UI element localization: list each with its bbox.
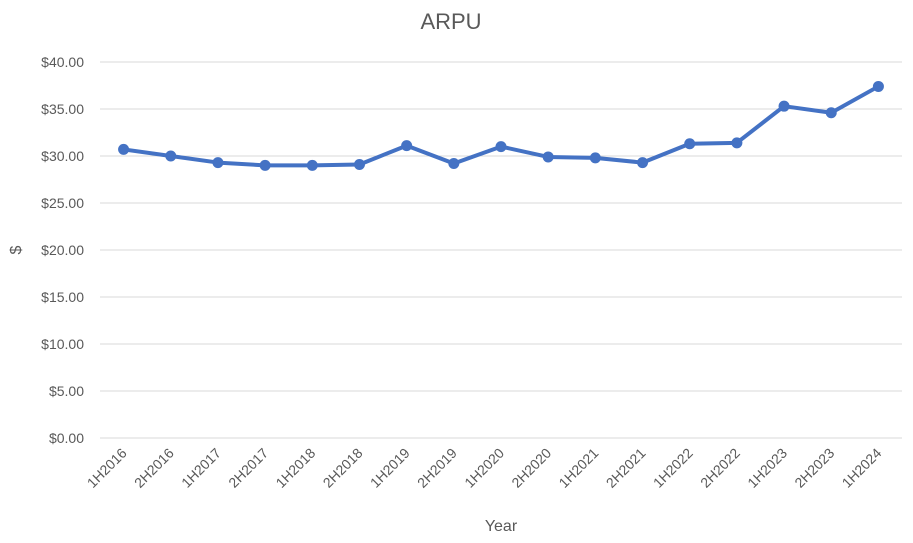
- x-tick-label: 1H2023: [744, 445, 790, 491]
- gridlines: [100, 61, 902, 439]
- series-line: [121, 84, 881, 168]
- data-point: [684, 138, 696, 150]
- x-tick-label: 1H2018: [272, 445, 318, 491]
- x-tick-label: 1H2024: [839, 445, 885, 491]
- x-axis-ticks: 1H2016 2H2016 1H2017 2H2017 1H2018 2H2018 1H20…: [84, 445, 885, 491]
- y-tick-label: $10.00: [41, 336, 84, 352]
- x-tick-label: 2H2019: [414, 445, 460, 491]
- data-point: [306, 159, 318, 171]
- y-tick-label: $40.00: [41, 54, 84, 70]
- x-tick-label: 2H2018: [320, 445, 366, 491]
- data-point: [401, 140, 413, 152]
- chart-title: ARPU: [420, 9, 481, 34]
- y-tick-label: $25.00: [41, 195, 84, 211]
- x-tick-label: 2H2022: [697, 445, 743, 491]
- x-axis-label: Year: [485, 518, 518, 535]
- data-point: [872, 80, 884, 92]
- data-point: [353, 158, 365, 170]
- data-point: [495, 141, 507, 153]
- series-layer: [118, 80, 884, 171]
- data-point: [589, 152, 601, 164]
- data-point: [212, 157, 224, 169]
- x-tick-label: 2H2017: [225, 445, 271, 491]
- data-point: [259, 159, 271, 171]
- y-tick-label: $20.00: [41, 242, 84, 258]
- y-tick-label: $5.00: [49, 383, 84, 399]
- y-tick-label: $15.00: [41, 289, 84, 305]
- y-tick-label: $0.00: [49, 430, 84, 446]
- y-axis-label: $: [8, 245, 25, 254]
- x-tick-label: 1H2017: [178, 445, 224, 491]
- x-tick-label: 2H2021: [603, 445, 649, 491]
- data-point: [731, 137, 743, 149]
- data-point: [118, 143, 130, 155]
- y-tick-label: $35.00: [41, 101, 84, 117]
- y-tick-label: $30.00: [41, 148, 84, 164]
- data-point: [825, 107, 837, 119]
- data-point: [542, 151, 554, 163]
- x-tick-label: 1H2019: [367, 445, 413, 491]
- x-tick-label: 1H2021: [555, 445, 601, 491]
- x-tick-label: 1H2016: [84, 445, 130, 491]
- x-tick-label: 1H2020: [461, 445, 507, 491]
- x-tick-label: 2H2023: [791, 445, 837, 491]
- data-point: [778, 100, 790, 112]
- x-tick-label: 2H2016: [131, 445, 177, 491]
- x-tick-label: 2H2020: [508, 445, 554, 491]
- x-tick-label: 1H2022: [650, 445, 696, 491]
- data-point: [637, 157, 649, 169]
- data-point: [165, 150, 177, 162]
- data-point: [448, 158, 460, 170]
- y-axis-ticks: $0.00 $5.00 $10.00 $15.00 $20.00 $25.00 $30.00…: [41, 54, 84, 446]
